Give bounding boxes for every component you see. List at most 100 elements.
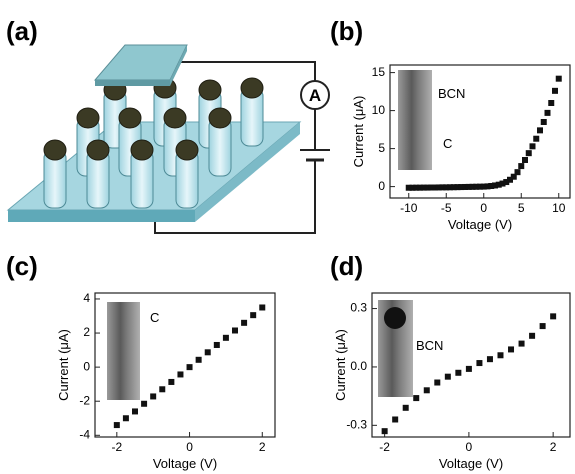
- axes-frame: [371, 292, 571, 438]
- data-point: [405, 184, 412, 191]
- data-point: [432, 184, 438, 191]
- data-point: [195, 356, 202, 363]
- annotation: BCN: [416, 338, 443, 353]
- data-point: [480, 183, 487, 190]
- data-point: [122, 415, 129, 422]
- data-point: [518, 340, 525, 347]
- panel-label: (c): [6, 251, 38, 281]
- pillar-cap: [118, 107, 142, 129]
- panel-label: (d): [330, 251, 363, 281]
- data-point: [420, 184, 427, 191]
- y-axis-label: Current (μA): [333, 329, 348, 401]
- data-point: [204, 349, 211, 356]
- data-point: [435, 184, 442, 191]
- data-point: [450, 184, 457, 191]
- data-point: [259, 304, 266, 311]
- data-point: [458, 184, 465, 191]
- data-point: [413, 184, 420, 191]
- data-point: [465, 365, 472, 372]
- data-point: [434, 379, 441, 386]
- data-point: [213, 341, 220, 348]
- data-point: [186, 364, 193, 371]
- panel-label: (b): [330, 16, 363, 46]
- data-point: [552, 87, 558, 94]
- data-point: [424, 184, 431, 191]
- data-point: [477, 183, 483, 190]
- data-point: [533, 135, 540, 142]
- data-point: [177, 371, 184, 378]
- x-tick-label: 2: [259, 440, 266, 454]
- data-point: [462, 183, 468, 190]
- axes-frame: [94, 292, 276, 438]
- data-point: [250, 312, 257, 319]
- data-point: [402, 404, 409, 411]
- data-point: [428, 184, 435, 191]
- data-point: [132, 408, 138, 415]
- panel-label: (a): [6, 16, 38, 46]
- data-point: [423, 387, 430, 394]
- y-tick-label: -4: [79, 427, 90, 441]
- y-tick-label: 0: [378, 179, 385, 193]
- data-point: [465, 183, 472, 190]
- meter-label: A: [309, 86, 321, 105]
- data-point: [529, 143, 536, 150]
- data-point: [484, 183, 491, 190]
- data-point: [555, 75, 562, 82]
- data-point: [113, 422, 120, 429]
- data-point: [381, 428, 388, 435]
- annotation: BCN: [438, 86, 465, 101]
- data-point: [141, 400, 148, 407]
- pillar-cap: [208, 107, 232, 129]
- data-point: [508, 346, 515, 353]
- data-point: [550, 313, 557, 320]
- y-tick-label: 15: [372, 65, 386, 79]
- x-axis-label: Voltage (V): [153, 456, 217, 471]
- data-point: [150, 393, 157, 400]
- pillar-cap: [163, 107, 187, 129]
- x-tick-label: -5: [441, 201, 452, 215]
- y-axis-label: Current (μA): [56, 329, 71, 401]
- data-point: [455, 369, 462, 376]
- data-point: [447, 184, 453, 191]
- data-point: [443, 184, 450, 191]
- data-point: [525, 150, 532, 157]
- data-point: [548, 100, 555, 106]
- y-tick-label: -0.3: [346, 417, 367, 431]
- pillar-cap: [86, 139, 110, 161]
- x-tick-label: -2: [379, 440, 390, 454]
- y-tick-label: 0.3: [350, 301, 367, 315]
- x-tick-label: 0: [480, 201, 487, 215]
- x-tick-label: 2: [550, 440, 557, 454]
- data-point: [507, 176, 513, 183]
- data-point: [544, 109, 551, 116]
- data-point: [439, 184, 446, 191]
- data-point: [499, 180, 506, 187]
- data-point: [159, 386, 166, 393]
- y-tick-label: 4: [83, 291, 90, 305]
- data-point: [539, 323, 546, 330]
- data-point: [540, 119, 547, 125]
- x-tick-label: 0: [466, 440, 473, 454]
- pillar-cap: [76, 107, 100, 129]
- y-tick-label: 5: [378, 141, 385, 155]
- data-point: [473, 183, 480, 190]
- data-point: [522, 157, 528, 163]
- data-point: [454, 184, 461, 191]
- data-point: [168, 378, 175, 385]
- tem-inset: [398, 70, 432, 170]
- data-point: [514, 169, 521, 176]
- x-axis-label: Voltage (V): [439, 456, 503, 471]
- data-point: [518, 163, 525, 170]
- data-point: [222, 334, 229, 341]
- data-point: [492, 182, 498, 189]
- data-point: [444, 373, 451, 380]
- y-tick-label: 0: [83, 359, 90, 373]
- y-tick-label: 2: [83, 325, 90, 339]
- data-point: [510, 173, 517, 180]
- x-tick-label: 5: [518, 201, 525, 215]
- data-point: [241, 319, 248, 326]
- data-point: [497, 352, 504, 359]
- tem-tip: [384, 307, 406, 329]
- data-point: [392, 416, 399, 423]
